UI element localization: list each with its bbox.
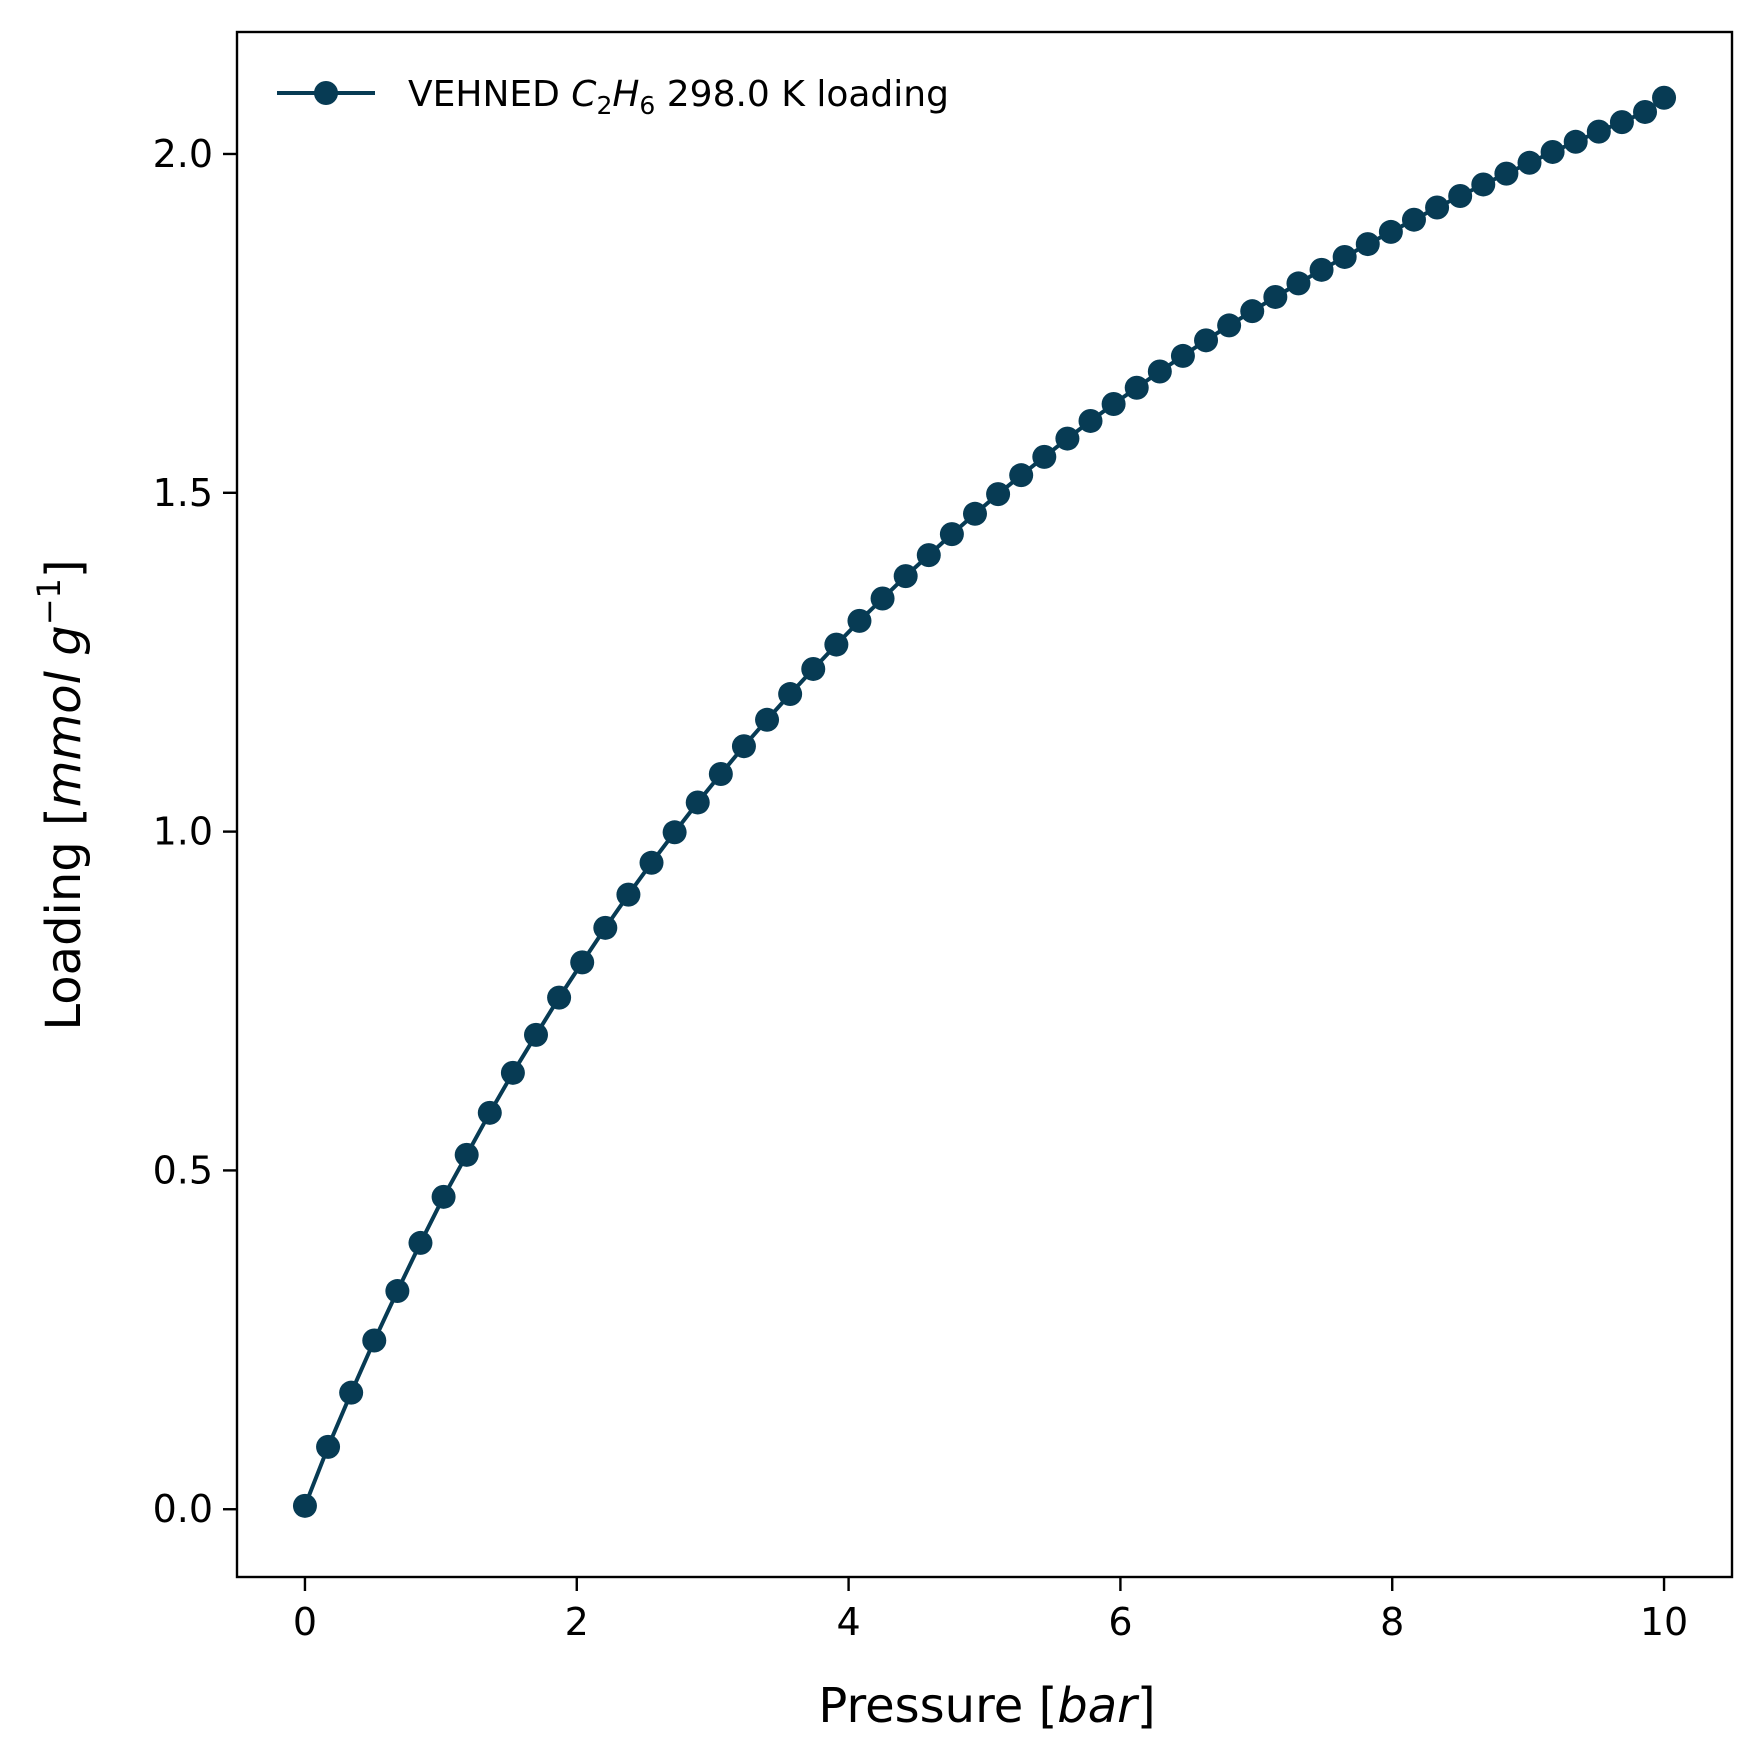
data-point <box>1652 85 1677 110</box>
data-point <box>1540 139 1565 164</box>
legend-label-carbon: C <box>571 74 597 115</box>
data-point <box>870 586 895 611</box>
data-point <box>1633 99 1658 124</box>
x-tick-label: 0 <box>293 1600 317 1644</box>
data-point <box>408 1230 433 1255</box>
y-axis-title-suffix: ] <box>36 559 92 578</box>
data-point <box>847 608 872 633</box>
data-point <box>1055 426 1080 451</box>
data-point <box>662 820 687 845</box>
data-point <box>639 850 664 875</box>
x-axis-title-prefix: Pressure [ <box>818 1678 1057 1734</box>
data-point <box>1355 232 1380 257</box>
data-point <box>524 1022 548 1047</box>
x-tick-label: 6 <box>1108 1600 1132 1644</box>
data-point <box>1147 359 1172 384</box>
data-point <box>708 762 733 787</box>
data-point <box>1448 183 1473 208</box>
data-point <box>339 1380 364 1405</box>
data-point <box>1425 195 1450 220</box>
data-point <box>1586 119 1611 144</box>
x-tick-label: 2 <box>565 1600 589 1644</box>
x-axis-title: Pressure [bar] <box>818 1678 1155 1734</box>
data-point <box>1194 328 1219 353</box>
x-tick-label: 4 <box>836 1600 860 1644</box>
data-point <box>1240 299 1265 324</box>
x-axis-ticks: 0 2 4 6 8 10 <box>293 1577 1688 1644</box>
data-point <box>1609 110 1634 135</box>
legend-marker-swatch <box>314 81 338 105</box>
data-point <box>916 543 941 568</box>
y-axis-title: Loading [mmol g−1] <box>30 559 92 1030</box>
data-point <box>570 950 595 975</box>
data-point <box>1124 375 1149 400</box>
y-tick-label: 0.0 <box>153 1487 213 1531</box>
legend-label-hydrogen: H <box>612 74 639 115</box>
x-axis-title-suffix: ] <box>1137 1678 1156 1734</box>
data-point <box>939 522 964 547</box>
x-axis-title-unit: bar <box>1057 1678 1140 1734</box>
data-point <box>316 1434 341 1459</box>
data-point <box>1286 271 1311 296</box>
y-axis-title-prefix: Loading [ <box>36 807 92 1030</box>
data-point <box>1309 257 1334 282</box>
data-point <box>824 632 849 657</box>
data-point <box>1170 343 1195 368</box>
data-point <box>1332 244 1357 269</box>
plot-area <box>292 85 1677 1518</box>
data-point <box>755 707 780 732</box>
series-markers <box>292 85 1677 1518</box>
legend-label-prefix: VEHNED <box>408 74 571 115</box>
legend-label-carbon-subscript: 2 <box>596 91 612 120</box>
data-point <box>1009 463 1034 488</box>
x-tick-label: 8 <box>1380 1600 1404 1644</box>
legend-label-suffix: 298.0 K loading <box>655 74 949 115</box>
y-tick-label: 1.0 <box>153 810 213 854</box>
data-point <box>778 682 803 707</box>
data-point <box>1494 161 1519 186</box>
y-tick-label: 2.0 <box>153 132 213 176</box>
data-point <box>1517 150 1542 175</box>
legend-label: VEHNED C2H6 298.0 K loading <box>408 74 949 120</box>
data-point <box>500 1060 525 1085</box>
data-point <box>1471 172 1496 197</box>
y-axis-title-unit: mmol g <box>36 625 92 807</box>
data-point <box>1263 284 1288 309</box>
y-tick-label: 0.5 <box>153 1148 213 1192</box>
data-point <box>362 1328 387 1353</box>
data-point <box>431 1184 456 1209</box>
data-point <box>385 1279 410 1304</box>
data-point <box>1101 392 1126 417</box>
legend: VEHNED C2H6 298.0 K loading <box>277 74 949 120</box>
data-point <box>1217 313 1242 338</box>
y-tick-label: 1.5 <box>153 471 213 515</box>
data-point <box>593 915 618 940</box>
data-point <box>547 985 572 1010</box>
data-point <box>454 1142 479 1167</box>
y-axis-ticks: 0.0 0.5 1.0 1.5 2.0 <box>153 132 237 1531</box>
data-point <box>962 501 987 526</box>
data-point <box>731 734 756 759</box>
legend-label-hydrogen-subscript: 6 <box>639 91 655 120</box>
data-point <box>801 656 826 681</box>
data-point <box>1401 207 1426 232</box>
data-point <box>1378 219 1403 244</box>
data-point <box>1032 444 1057 469</box>
y-axis-title-exponent: −1 <box>30 578 68 625</box>
data-point <box>292 1493 317 1518</box>
data-point <box>893 564 918 589</box>
data-point <box>1563 129 1588 154</box>
axes-frame <box>235 30 1734 1579</box>
data-point <box>1078 408 1103 433</box>
data-point <box>685 790 710 815</box>
data-point <box>477 1100 502 1125</box>
x-tick-label: 10 <box>1640 1600 1688 1644</box>
data-point <box>986 482 1011 507</box>
data-point <box>616 882 641 907</box>
